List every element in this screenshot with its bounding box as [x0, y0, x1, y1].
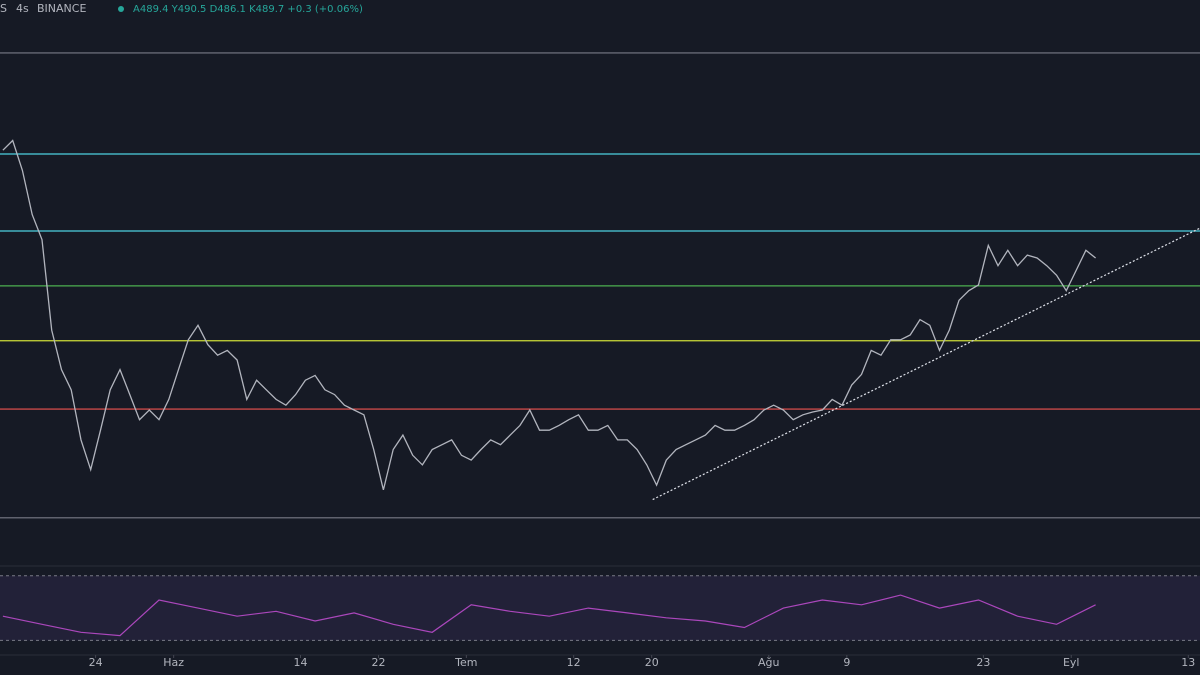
x-tick-label: Haz: [163, 656, 184, 669]
x-tick-label: 9: [843, 656, 850, 669]
x-tick-label: Tem: [454, 656, 477, 669]
x-tick-label: 13: [1181, 656, 1195, 669]
rsi-line: [2, 594, 1096, 637]
x-tick-label: 23: [976, 656, 990, 669]
rsi-band-fill: [0, 575, 1200, 641]
x-tick-label: Ağu: [758, 656, 779, 669]
exchange: BINANCE: [37, 2, 86, 15]
x-tick-label: 24: [89, 656, 103, 669]
x-tick-label: Eyl: [1063, 656, 1080, 669]
ohlc: A489.4 Y490.5 D486.1 K489.7 +0.3 (+0.06%…: [133, 4, 363, 15]
x-tick-label: 20: [645, 656, 659, 669]
x-tick-label: 22: [372, 656, 386, 669]
price-line: [2, 139, 1097, 491]
status-dot: [118, 6, 124, 12]
symbol: S: [0, 2, 7, 15]
trendline: [652, 227, 1200, 501]
interval: 4s: [16, 2, 29, 15]
x-tick-label: 12: [567, 656, 581, 669]
x-tick-label: 14: [293, 656, 307, 669]
